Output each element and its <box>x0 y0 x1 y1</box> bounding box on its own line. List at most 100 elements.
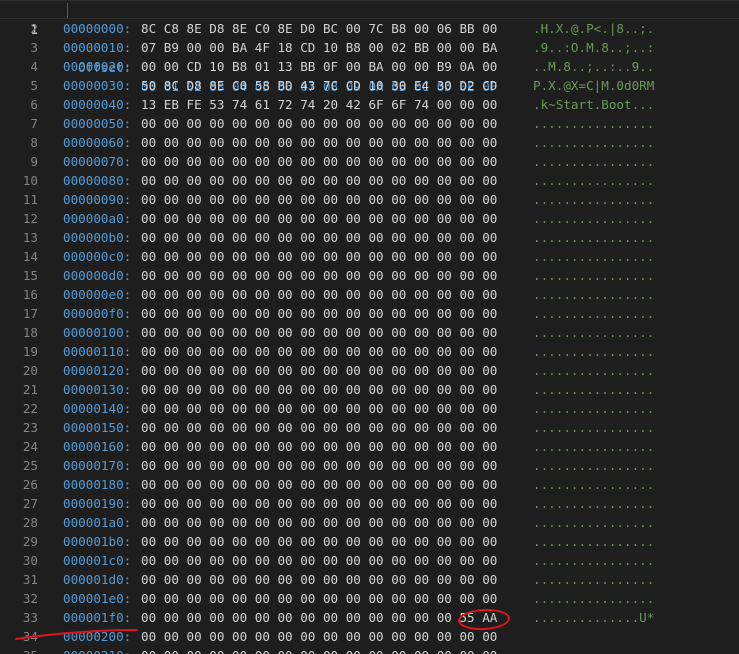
row-offset: 000000c0: <box>63 249 132 264</box>
row-hex-bytes[interactable]: 00 00 00 00 00 00 00 00 00 00 00 00 00 0… <box>141 534 498 549</box>
row-hex-bytes[interactable]: 00 00 00 00 00 00 00 00 00 00 00 00 00 0… <box>141 363 498 378</box>
row-hex-bytes[interactable]: 00 00 00 00 00 00 00 00 00 00 00 00 00 0… <box>141 515 498 530</box>
offset-header-label: Offset: <box>78 60 132 75</box>
hex-row[interactable]: 5 00000030: 50 8C D8 8E C0 58 BD 43 7C CD … <box>0 76 739 95</box>
row-offset: 00000210: <box>63 646 131 654</box>
hex-row[interactable]: 27 00000190: 00 00 00 00 00 00 00 00 00 00… <box>0 494 739 513</box>
row-offset: 00000070: <box>63 154 132 169</box>
row-ascii: ..M.8..;..:..9.. <box>533 59 655 74</box>
line-number: 30 <box>22 553 38 568</box>
hex-row[interactable]: 23 00000150: 00 00 00 00 00 00 00 00 00 00… <box>0 418 739 437</box>
row-ascii: ..............U* <box>533 610 655 625</box>
hex-row[interactable]: 24 00000160: 00 00 00 00 00 00 00 00 00 00… <box>0 437 739 456</box>
hex-row[interactable]: 14 000000c0: 00 00 00 00 00 00 00 00 00 00… <box>0 247 739 266</box>
hex-row[interactable]: 28 000001a0: 00 00 00 00 00 00 00 00 00 00… <box>0 513 739 532</box>
hex-row[interactable]: 3 00000010: 07 B9 00 00 BA 4F 18 CD 10 B8 … <box>0 38 739 57</box>
line-number: 5 <box>30 78 38 93</box>
hex-row[interactable]: 26 00000180: 00 00 00 00 00 00 00 00 00 00… <box>0 475 739 494</box>
row-hex-bytes[interactable]: 00 00 CD 10 B8 01 13 BB 0F 00 BA 00 00 B… <box>141 59 498 74</box>
hex-row[interactable]: 34 00000200: 00 00 00 00 00 00 00 00 00 00… <box>0 627 739 646</box>
row-hex-bytes[interactable]: 00 00 00 00 00 00 00 00 00 00 00 00 00 0… <box>141 344 498 359</box>
row-hex-bytes[interactable]: 00 00 00 00 00 00 00 00 00 00 00 00 00 0… <box>141 287 498 302</box>
hex-row[interactable]: 6 00000040: 13 EB FE 53 74 61 72 74 20 42 … <box>0 95 739 114</box>
row-hex-bytes[interactable]: 00 00 00 00 00 00 00 00 00 00 00 00 00 0… <box>141 646 497 654</box>
hex-row[interactable]: 35 00000210: 00 00 00 00 00 00 00 00 00 00… <box>0 646 739 654</box>
row-hex-bytes[interactable]: 00 00 00 00 00 00 00 00 00 00 00 00 00 0… <box>141 477 498 492</box>
hex-row[interactable]: 31 000001d0: 00 00 00 00 00 00 00 00 00 00… <box>0 570 739 589</box>
row-hex-bytes[interactable]: 00 00 00 00 00 00 00 00 00 00 00 00 00 0… <box>141 268 498 283</box>
row-ascii: ................ <box>533 325 655 340</box>
row-offset: 00000050: <box>63 116 132 131</box>
line-number: 3 <box>30 40 38 55</box>
row-ascii: ................ <box>533 591 655 606</box>
row-hex-bytes[interactable]: 13 EB FE 53 74 61 72 74 20 42 6F 6F 74 0… <box>141 97 498 112</box>
row-hex-bytes[interactable]: 00 00 00 00 00 00 00 00 00 00 00 00 00 0… <box>141 420 498 435</box>
row-hex-bytes[interactable]: 00 00 00 00 00 00 00 00 00 00 00 00 00 0… <box>141 629 498 644</box>
row-hex-bytes[interactable]: 00 00 00 00 00 00 00 00 00 00 00 00 00 0… <box>141 211 498 226</box>
line-number: 18 <box>22 325 38 340</box>
hex-row[interactable]: 20 00000120: 00 00 00 00 00 00 00 00 00 00… <box>0 361 739 380</box>
hex-row[interactable]: 22 00000140: 00 00 00 00 00 00 00 00 00 00… <box>0 399 739 418</box>
line-number: 19 <box>22 344 38 359</box>
row-hex-bytes[interactable]: 00 00 00 00 00 00 00 00 00 00 00 00 00 0… <box>141 135 498 150</box>
row-hex-bytes[interactable]: 00 00 00 00 00 00 00 00 00 00 00 00 00 0… <box>141 458 498 473</box>
row-offset: 00000180: <box>63 477 132 492</box>
hex-row[interactable]: 17 000000f0: 00 00 00 00 00 00 00 00 00 00… <box>0 304 739 323</box>
line-number: 24 <box>22 439 38 454</box>
row-hex-bytes[interactable]: 00 00 00 00 00 00 00 00 00 00 00 00 00 0… <box>141 496 498 511</box>
row-hex-bytes[interactable]: 00 00 00 00 00 00 00 00 00 00 00 00 00 0… <box>141 116 498 131</box>
hex-row[interactable]: 15 000000d0: 00 00 00 00 00 00 00 00 00 00… <box>0 266 739 285</box>
row-hex-bytes[interactable]: 00 00 00 00 00 00 00 00 00 00 00 00 00 0… <box>141 154 498 169</box>
hex-row[interactable]: 8 00000060: 00 00 00 00 00 00 00 00 00 00 … <box>0 133 739 152</box>
hex-row[interactable]: 11 00000090: 00 00 00 00 00 00 00 00 00 00… <box>0 190 739 209</box>
hex-row[interactable]: 12 000000a0: 00 00 00 00 00 00 00 00 00 00… <box>0 209 739 228</box>
hex-row[interactable]: 25 00000170: 00 00 00 00 00 00 00 00 00 00… <box>0 456 739 475</box>
hex-row[interactable]: 19 00000110: 00 00 00 00 00 00 00 00 00 00… <box>0 342 739 361</box>
row-ascii: ................ <box>533 477 655 492</box>
hex-row[interactable]: 33 000001f0: 00 00 00 00 00 00 00 00 00 00… <box>0 608 739 627</box>
line-number: 20 <box>22 363 38 378</box>
row-offset: 00000170: <box>63 458 132 473</box>
row-hex-bytes[interactable]: 50 8C D8 8E C0 58 BD 43 7C CD 10 30 E4 3… <box>141 78 498 93</box>
row-hex-bytes[interactable]: 00 00 00 00 00 00 00 00 00 00 00 00 00 0… <box>141 192 498 207</box>
row-hex-bytes[interactable]: 00 00 00 00 00 00 00 00 00 00 00 00 00 0… <box>141 610 498 625</box>
hex-row[interactable]: 4 00000020: 00 00 CD 10 B8 01 13 BB 0F 00 … <box>0 57 739 76</box>
row-hex-bytes[interactable]: 00 00 00 00 00 00 00 00 00 00 00 00 00 0… <box>141 553 498 568</box>
row-hex-bytes[interactable]: 00 00 00 00 00 00 00 00 00 00 00 00 00 0… <box>141 401 498 416</box>
line-number: 33 <box>22 610 38 625</box>
row-hex-bytes[interactable]: 00 00 00 00 00 00 00 00 00 00 00 00 00 0… <box>141 572 498 587</box>
hex-row[interactable]: 32 000001e0: 00 00 00 00 00 00 00 00 00 00… <box>0 589 739 608</box>
hex-row[interactable]: 29 000001b0: 00 00 00 00 00 00 00 00 00 00… <box>0 532 739 551</box>
row-ascii: .k~Start.Boot... <box>533 97 655 112</box>
hex-row[interactable]: 9 00000070: 00 00 00 00 00 00 00 00 00 00 … <box>0 152 739 171</box>
row-hex-bytes[interactable]: 00 00 00 00 00 00 00 00 00 00 00 00 00 0… <box>141 249 498 264</box>
row-hex-bytes[interactable]: 00 00 00 00 00 00 00 00 00 00 00 00 00 0… <box>141 230 498 245</box>
hex-row[interactable]: 7 00000050: 00 00 00 00 00 00 00 00 00 00 … <box>0 114 739 133</box>
row-hex-bytes[interactable]: 8C C8 8E D8 8E C0 8E D0 BC 00 7C B8 00 0… <box>141 21 498 36</box>
row-ascii: ................ <box>533 382 655 397</box>
line-number: 31 <box>22 572 38 587</box>
hex-row[interactable]: 10 00000080: 00 00 00 00 00 00 00 00 00 00… <box>0 171 739 190</box>
line-number: 11 <box>22 192 38 207</box>
row-hex-bytes[interactable]: 00 00 00 00 00 00 00 00 00 00 00 00 00 0… <box>141 382 498 397</box>
row-hex-bytes[interactable]: 00 00 00 00 00 00 00 00 00 00 00 00 00 0… <box>141 173 498 188</box>
row-offset: 00000190: <box>63 496 132 511</box>
row-hex-bytes[interactable]: 07 B9 00 00 BA 4F 18 CD 10 B8 00 02 BB 0… <box>141 40 498 55</box>
line-number: 29 <box>22 534 38 549</box>
row-offset: 00000090: <box>63 192 132 207</box>
row-ascii: ................ <box>533 534 655 549</box>
row-hex-bytes[interactable]: 00 00 00 00 00 00 00 00 00 00 00 00 00 0… <box>141 306 498 321</box>
row-hex-bytes[interactable]: 00 00 00 00 00 00 00 00 00 00 00 00 00 0… <box>141 439 498 454</box>
row-offset: 000000a0: <box>63 211 132 226</box>
hex-row[interactable]: 30 000001c0: 00 00 00 00 00 00 00 00 00 00… <box>0 551 739 570</box>
hex-row[interactable]: 16 000000e0: 00 00 00 00 00 00 00 00 00 00… <box>0 285 739 304</box>
hex-row[interactable]: 18 00000100: 00 00 00 00 00 00 00 00 00 00… <box>0 323 739 342</box>
row-hex-bytes[interactable]: 00 00 00 00 00 00 00 00 00 00 00 00 00 0… <box>141 325 498 340</box>
hex-row[interactable]: 2 00000000: 8C C8 8E D8 8E C0 8E D0 BC 00 … <box>0 19 739 38</box>
hex-row[interactable]: 21 00000130: 00 00 00 00 00 00 00 00 00 00… <box>0 380 739 399</box>
row-ascii: ................ <box>533 116 655 131</box>
row-hex-bytes[interactable]: 00 00 00 00 00 00 00 00 00 00 00 00 00 0… <box>141 591 498 606</box>
hex-row[interactable]: 13 000000b0: 00 00 00 00 00 00 00 00 00 00… <box>0 228 739 247</box>
header-line[interactable]: 1 Offset: 00 01 02 03 04 05 06 07 08 09 … <box>0 0 739 94</box>
